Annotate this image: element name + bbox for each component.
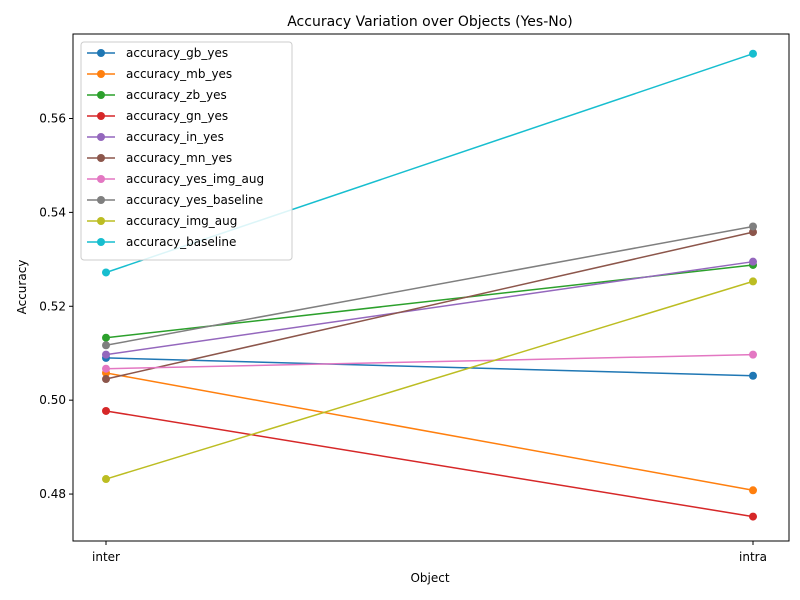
x-tick-label: inter (92, 550, 120, 564)
legend-marker (97, 133, 105, 141)
legend-label: accuracy_baseline (126, 235, 236, 249)
legend-marker (97, 196, 105, 204)
legend-label: accuracy_zb_yes (126, 88, 227, 102)
y-tick-label: 0.52 (39, 299, 66, 313)
legend-marker (97, 70, 105, 78)
series-line (105, 231, 754, 380)
series-accuracy_mn_yes (102, 228, 757, 384)
legend-label: accuracy_yes_img_aug (126, 172, 264, 186)
y-axis: 0.48 0.50 0.52 0.54 0.56 (39, 112, 73, 501)
legend-label: accuracy_gb_yes (126, 46, 228, 60)
legend-item: accuracy_yes_baseline (87, 193, 263, 207)
legend-item: accuracy_in_yes (87, 130, 224, 144)
series-line (105, 410, 754, 518)
legend-box (80, 41, 293, 261)
data-point (102, 268, 110, 277)
legend-marker (97, 112, 105, 120)
data-point (102, 475, 110, 484)
series-line (105, 260, 754, 356)
data-point (749, 277, 757, 286)
y-tick-label: 0.48 (39, 487, 66, 501)
legend-marker (97, 175, 105, 183)
data-point (749, 222, 757, 231)
x-axis: inter intra (92, 541, 767, 564)
data-point (749, 257, 757, 266)
legend-item: accuracy_gn_yes (87, 109, 228, 123)
series-accuracy_gn_yes (102, 406, 757, 521)
legend-item: accuracy_yes_img_aug (87, 172, 264, 186)
data-point (749, 49, 757, 58)
legend-label: accuracy_img_aug (126, 214, 237, 228)
x-axis-label: Object (410, 571, 449, 585)
legend-label: accuracy_gn_yes (126, 109, 228, 123)
legend-item: accuracy_gb_yes (87, 46, 228, 60)
legend-label: accuracy_in_yes (126, 130, 224, 144)
y-tick-label: 0.50 (39, 393, 66, 407)
legend-marker (97, 217, 105, 225)
data-point (749, 228, 757, 237)
legend-label: accuracy_mn_yes (126, 151, 232, 165)
legend-label: accuracy_yes_baseline (126, 193, 263, 207)
series-accuracy_yes_baseline (102, 222, 757, 350)
legend-item: accuracy_img_aug (87, 214, 237, 228)
y-tick-label: 0.54 (39, 205, 66, 219)
series-accuracy_mb_yes (102, 368, 757, 495)
series-line (105, 372, 754, 492)
legend: accuracy_gb_yes accuracy_mb_yes accuracy_z… (80, 41, 293, 261)
data-point (102, 406, 110, 415)
legend-marker (97, 238, 105, 246)
series-line (105, 225, 754, 346)
legend-label: accuracy_mb_yes (126, 67, 232, 81)
data-point (102, 375, 110, 384)
series-layer (102, 49, 757, 521)
data-point (102, 350, 110, 359)
legend-marker (97, 91, 105, 99)
data-point (749, 486, 757, 495)
series-accuracy_in_yes (102, 257, 757, 359)
data-point (102, 333, 110, 342)
series-accuracy_yes_img_aug (102, 350, 757, 373)
data-point (102, 341, 110, 350)
legend-marker (97, 49, 105, 57)
data-point (749, 350, 757, 359)
legend-item: accuracy_zb_yes (87, 88, 227, 102)
y-tick-label: 0.56 (39, 112, 66, 126)
legend-item: accuracy_mn_yes (87, 151, 232, 165)
legend-item: accuracy_mb_yes (87, 67, 232, 81)
series-line (105, 357, 754, 377)
legend-item: accuracy_baseline (87, 235, 236, 249)
series-accuracy_img_aug (102, 277, 757, 484)
series-accuracy_zb_yes (102, 260, 757, 342)
series-line (105, 353, 754, 370)
data-point (102, 364, 110, 373)
series-line (105, 280, 754, 480)
y-axis-label: Accuracy (15, 260, 29, 315)
plot-area-frame (72, 33, 790, 542)
chart-title: Accuracy Variation over Objects (Yes-No) (287, 14, 573, 30)
legend-marker (97, 154, 105, 162)
data-point (749, 371, 757, 380)
data-point (749, 512, 757, 521)
x-tick-label: intra (739, 550, 767, 564)
